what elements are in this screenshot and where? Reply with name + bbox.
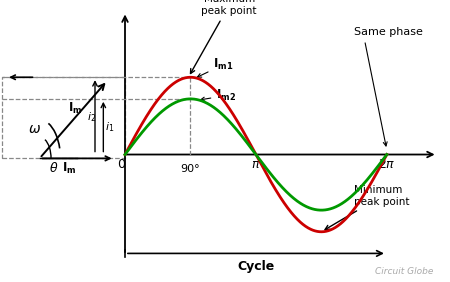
- Text: $\bf{I_{m1}}$: $\bf{I_{m1}}$: [198, 57, 234, 77]
- Text: $\bf{I_{m2}}$: $\bf{I_{m2}}$: [201, 88, 236, 103]
- Text: Cycle: Cycle: [237, 260, 274, 274]
- Text: $\bf{I_m}$: $\bf{I_m}$: [68, 101, 82, 116]
- Text: 90°: 90°: [180, 164, 200, 173]
- Text: Maximum
peak point: Maximum peak point: [190, 0, 257, 74]
- Text: $\pi$: $\pi$: [251, 158, 261, 171]
- Text: Minimum
peak point: Minimum peak point: [325, 185, 410, 230]
- Text: $i_2$: $i_2$: [87, 110, 96, 124]
- Text: $i_1$: $i_1$: [104, 120, 114, 134]
- Text: $\bf{I_m}$: $\bf{I_m}$: [62, 160, 76, 176]
- Text: $\theta$: $\theta$: [49, 160, 58, 175]
- Text: $\omega$: $\omega$: [28, 122, 41, 136]
- Text: Same phase: Same phase: [354, 27, 423, 37]
- Text: 2$\pi$: 2$\pi$: [378, 158, 396, 171]
- Text: Circuit Globe: Circuit Globe: [375, 267, 433, 276]
- Text: 0: 0: [117, 158, 125, 171]
